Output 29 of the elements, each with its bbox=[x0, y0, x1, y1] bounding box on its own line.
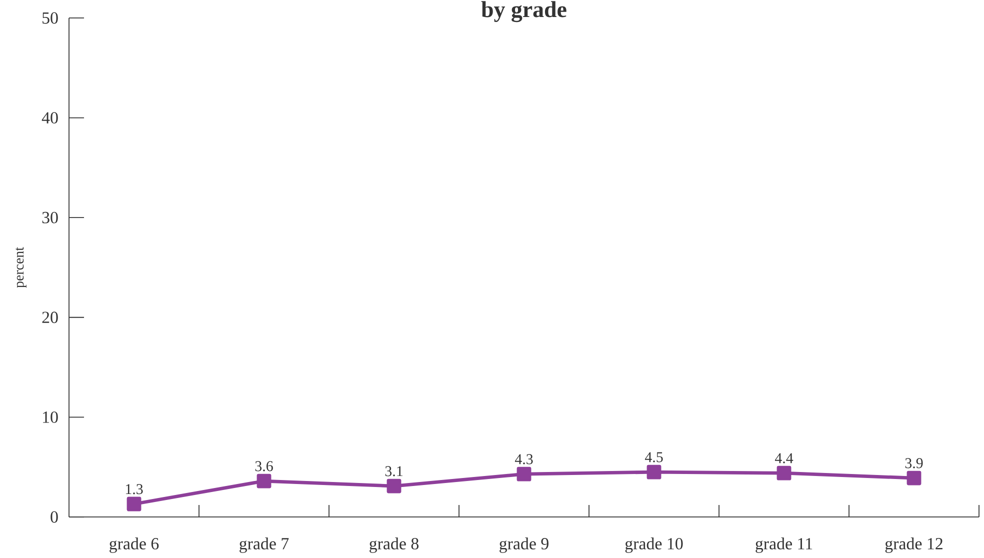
y-tick-label: 50 bbox=[42, 12, 58, 24]
x-tick-label: grade 12 bbox=[885, 538, 942, 553]
chart-title: by grade bbox=[481, 1, 566, 22]
y-tick-label: 0 bbox=[50, 511, 58, 523]
point bbox=[776, 466, 792, 480]
point bbox=[386, 478, 402, 494]
x-tick-label: grade 8 bbox=[370, 538, 419, 553]
point bbox=[906, 470, 922, 486]
data-label: 4.3 bbox=[514, 454, 533, 464]
x-tick-label: grade 7 bbox=[240, 538, 289, 553]
x-tick-label: grade 9 bbox=[500, 538, 548, 553]
point bbox=[516, 466, 532, 482]
point bbox=[646, 464, 662, 480]
y-tick-label: 30 bbox=[42, 212, 58, 224]
point bbox=[256, 474, 272, 488]
data-label: 3.9 bbox=[905, 458, 923, 468]
y-tick-label: 40 bbox=[42, 112, 58, 124]
data-label: 1.3 bbox=[126, 484, 143, 494]
point bbox=[126, 496, 142, 512]
data-label: 4.5 bbox=[644, 452, 663, 462]
data-label: 3.1 bbox=[385, 466, 402, 476]
y-axis-title: percent bbox=[16, 247, 26, 288]
y-tick-label: 20 bbox=[42, 312, 58, 324]
y-tick-label: 10 bbox=[43, 411, 58, 423]
data-label: 4.4 bbox=[774, 453, 794, 464]
x-tick-label: grade 10 bbox=[625, 538, 683, 553]
x-tick-label: grade 6 bbox=[110, 538, 159, 553]
x-tick-label: grade 11 bbox=[756, 538, 812, 553]
data-label: 3.6 bbox=[255, 461, 273, 472]
